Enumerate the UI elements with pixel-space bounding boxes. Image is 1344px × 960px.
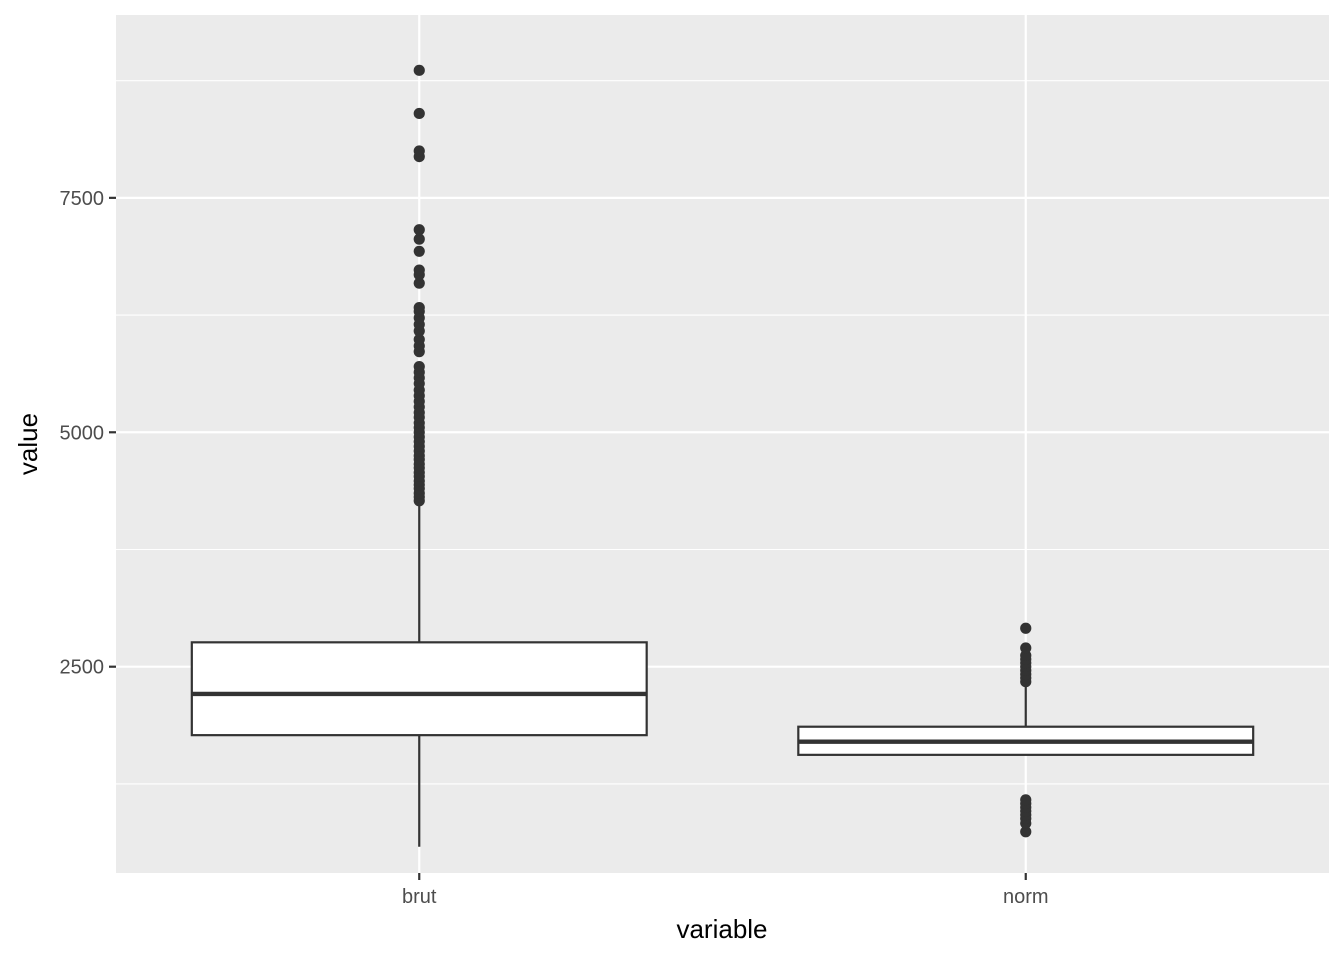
outlier-norm-7	[1020, 794, 1032, 806]
y-axis: 2500 5000 7500	[60, 188, 116, 679]
outlier-norm-0	[1020, 826, 1032, 838]
outlier-brut-45	[413, 107, 425, 120]
outlier-brut-41	[413, 233, 425, 245]
boxes-layer	[190, 64, 1255, 847]
outlier-brut-37	[413, 277, 425, 289]
y-tick-label-0: 2500	[60, 657, 105, 679]
y-axis-title: value	[13, 413, 43, 475]
outlier-brut-31	[413, 333, 425, 346]
y-tick-label-2: 7500	[60, 188, 105, 210]
outlier-norm-17	[1020, 622, 1032, 634]
x-axis-title: variable	[676, 914, 767, 944]
y-tick-label-1: 5000	[60, 422, 105, 444]
outlier-brut-44	[413, 145, 425, 157]
outlier-brut-36	[413, 301, 425, 314]
box-iqr-brut	[190, 641, 648, 737]
outlier-brut-42	[413, 224, 425, 236]
x-tick-label-norm: norm	[1003, 886, 1049, 908]
outlier-brut-46	[413, 64, 425, 76]
x-tick-label-brut: brut	[402, 886, 437, 908]
minor-gridlines	[116, 80, 1329, 785]
outlier-brut-39	[413, 264, 425, 276]
box-brut	[190, 64, 648, 847]
box-norm	[797, 622, 1255, 838]
outlier-norm-16	[1020, 642, 1032, 654]
x-axis: brut norm	[402, 873, 1049, 908]
outlier-brut-28	[413, 361, 425, 373]
outlier-brut-40	[413, 245, 425, 257]
